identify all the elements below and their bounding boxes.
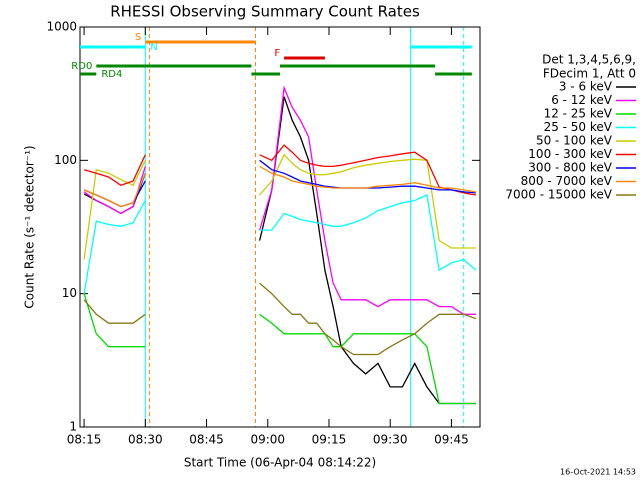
- series-line: [83, 96, 476, 405]
- chart-title: RHESSI Observing Summary Count Rates: [110, 3, 420, 21]
- series-line: [83, 144, 477, 196]
- flag-label: RD4: [101, 69, 122, 80]
- y-tick-label: 10: [62, 286, 77, 300]
- plot-frame: [79, 26, 481, 428]
- series-line: [83, 282, 477, 356]
- series-line: [83, 293, 476, 405]
- legend-label: 7000 - 15000 keV: [505, 188, 612, 202]
- series-line: [83, 153, 476, 260]
- legend-label: 50 - 100 keV: [536, 134, 613, 148]
- series-line: [83, 194, 477, 294]
- legend-header: FDecim 1, Att 0: [543, 67, 636, 81]
- legend-label: 25 - 50 keV: [544, 120, 613, 134]
- legend-header: Det 1,3,4,5,6,9,: [542, 53, 636, 67]
- x-tick-label: 09:00: [250, 433, 285, 447]
- x-tick-label: 08:45: [189, 433, 224, 447]
- legend-label: 12 - 25 keV: [544, 107, 613, 121]
- flag-label: RD0: [71, 61, 92, 72]
- x-tick-label: 09:45: [434, 433, 469, 447]
- series-line: [83, 165, 477, 208]
- legend-label: 6 - 12 keV: [551, 93, 613, 107]
- legend-label: 800 - 7000 keV: [521, 174, 613, 188]
- legend-label: 100 - 300 keV: [528, 147, 612, 161]
- legend-label: 3 - 6 keV: [559, 80, 613, 94]
- x-tick-label: 08:30: [128, 433, 163, 447]
- y-tick-label: 1000: [46, 20, 77, 34]
- x-tick-label: 08:15: [67, 433, 102, 447]
- flag-label: N: [150, 42, 157, 53]
- y-axis-label: Count Rate (s⁻¹ detector⁻¹): [23, 145, 37, 308]
- x-tick-label: 09:30: [373, 433, 408, 447]
- y-tick-label: 100: [54, 153, 77, 167]
- legend-label: 300 - 800 keV: [528, 161, 612, 175]
- y-tick-label: 1: [69, 420, 77, 434]
- x-axis-label: Start Time (06-Apr-04 08:14:22): [184, 456, 376, 470]
- flag-label: S: [135, 32, 141, 43]
- series-line: [83, 85, 476, 315]
- timestamp: 16-Oct-2021 14:53: [560, 468, 636, 477]
- x-tick-label: 09:15: [312, 433, 347, 447]
- flag-label: F: [274, 48, 280, 59]
